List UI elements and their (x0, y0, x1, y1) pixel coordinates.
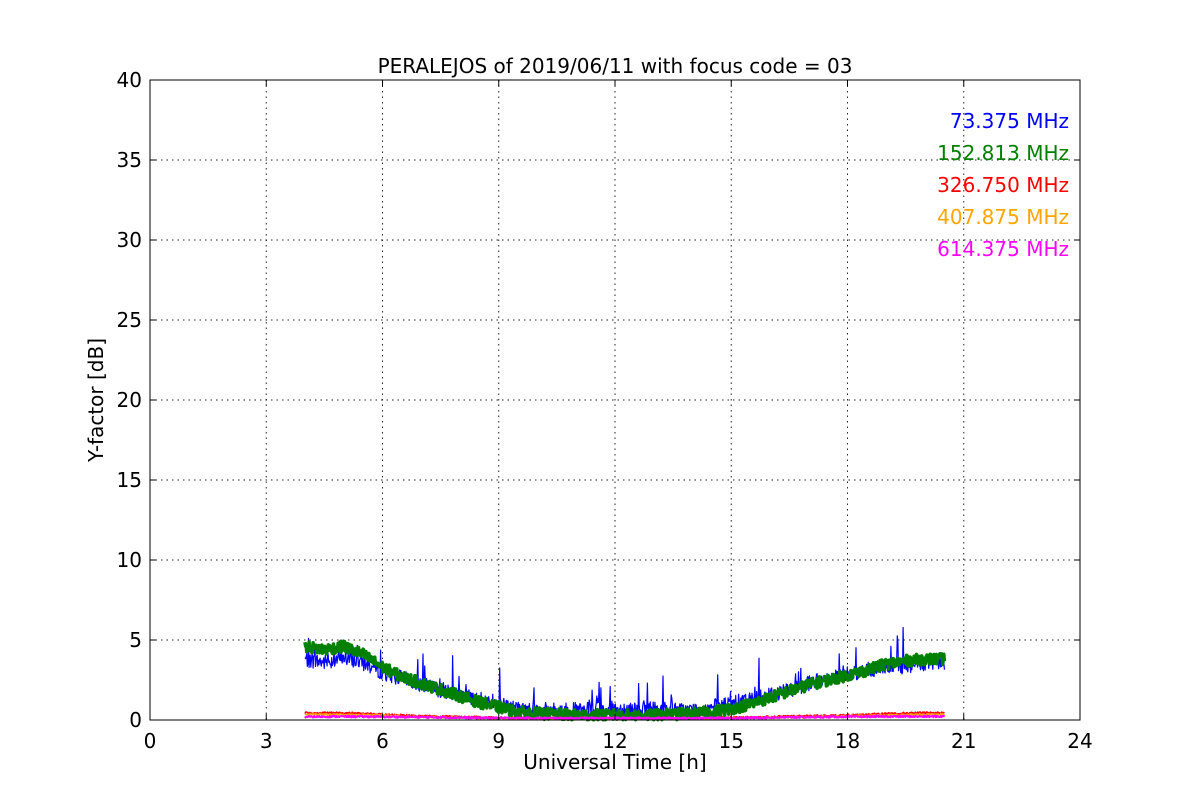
legend-entry: 326.750 MHz (937, 173, 1069, 197)
x-tick-label: 6 (376, 729, 389, 753)
x-tick-label: 3 (260, 729, 273, 753)
legend-entry: 73.375 MHz (950, 109, 1069, 133)
axes-ticks: 0 3 6 9 12 15 18 21 24 0 5 10 15 20 25 30 35 40 (117, 68, 1093, 753)
x-tick-label: 18 (835, 729, 860, 753)
x-axis-label: Universal Time [h] (523, 750, 706, 774)
x-tick-label: 0 (144, 729, 157, 753)
x-tick-label: 24 (1067, 729, 1092, 753)
x-tick-label: 12 (602, 729, 627, 753)
x-tick-label: 15 (719, 729, 744, 753)
legend-entry: 407.875 MHz (937, 205, 1069, 229)
y-tick-label: 40 (117, 68, 142, 92)
y-tick-label: 35 (117, 148, 142, 172)
legend: 73.375 MHz 152.813 MHz 326.750 MHz 407.875 … (937, 109, 1069, 261)
y-tick-label: 10 (117, 548, 142, 572)
y-tick-label: 5 (129, 628, 142, 652)
y-tick-label: 15 (117, 468, 142, 492)
series-line-152-813-mhz (303, 639, 947, 722)
y-tick-label: 0 (129, 708, 142, 732)
x-tick-label: 9 (492, 729, 505, 753)
y-axis-label: Y-factor [dB] (84, 338, 108, 463)
grid (150, 80, 1080, 720)
chart-title: PERALEJOS of 2019/06/11 with focus code … (378, 54, 853, 78)
y-tick-label: 30 (117, 228, 142, 252)
series-line-614-375-mhz (304, 714, 946, 720)
y-tick-label: 20 (117, 388, 142, 412)
legend-entry: 152.813 MHz (937, 141, 1069, 165)
series-layer (303, 626, 947, 722)
x-tick-label: 21 (951, 729, 976, 753)
legend-entry: 614.375 MHz (937, 237, 1069, 261)
y-tick-label: 25 (117, 308, 142, 332)
